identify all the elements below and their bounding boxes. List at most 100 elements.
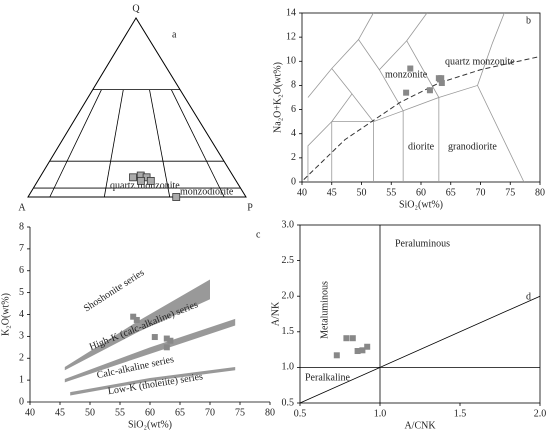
- data-point: [364, 343, 371, 350]
- field-boundary: [403, 96, 440, 182]
- field-boundary: [103, 89, 124, 198]
- y-axis-label: K₂O(wt%): [0, 293, 11, 336]
- field-label: Peraluminous: [395, 238, 450, 249]
- x-tick-label: 40: [25, 407, 35, 418]
- plot-frame: [301, 12, 541, 183]
- x-axis-label: SiO₂(wt%): [128, 419, 172, 430]
- data-point: [349, 335, 356, 342]
- series-band: [70, 367, 236, 396]
- vertex-label: Q: [132, 3, 140, 14]
- x-tick-label: 55: [115, 407, 125, 418]
- data-point: [438, 75, 445, 82]
- data-point: [172, 193, 181, 201]
- x-tick-label: 80: [265, 407, 275, 418]
- field-boundary: [299, 295, 541, 404]
- field-boundary: [438, 84, 525, 183]
- y-tick-label: 5: [19, 287, 24, 298]
- field-boundary: [307, 67, 353, 98]
- field-label: quartz monzonite: [110, 180, 180, 191]
- y-axis-label: A/NK: [270, 301, 281, 326]
- field-boundary: [331, 121, 374, 182]
- y-tick-label: 3.0: [282, 219, 295, 230]
- field-label: Shoshonite series: [82, 267, 147, 314]
- field-boundary: [149, 89, 171, 198]
- x-tick-label: 65: [446, 187, 456, 198]
- alkaline-boundary: [303, 55, 541, 180]
- field-label: monzonite: [385, 69, 428, 80]
- field-label: Metaluminous: [319, 281, 330, 339]
- x-tick-label: 45: [55, 407, 65, 418]
- field-label: quartz monzonite: [445, 56, 515, 67]
- y-tick-label: 2.0: [282, 290, 295, 301]
- plot-frame: [299, 224, 541, 404]
- x-tick-label: 2.0: [534, 408, 547, 419]
- field-label: High-K (calc-alkaline) series: [88, 299, 200, 353]
- data-point: [167, 337, 174, 344]
- x-tick-label: 70: [476, 187, 486, 198]
- y-tick-label: 2.5: [282, 255, 295, 266]
- field-label: monzodiorite: [180, 186, 234, 197]
- x-axis-label: SiO₂(wt%): [399, 199, 443, 210]
- field-label: granodiorite: [448, 141, 497, 152]
- x-axis-label: A/CNK: [404, 420, 436, 431]
- vertex-label: P: [247, 202, 253, 213]
- data-point: [359, 347, 366, 354]
- y-tick-label: 8: [291, 80, 296, 91]
- data-point: [438, 80, 445, 87]
- data-point: [130, 313, 137, 320]
- panel-label: c: [256, 229, 261, 240]
- y-tick-label: 0: [291, 176, 296, 187]
- y-tick-label: 6: [19, 265, 24, 276]
- y-tick-label: 1.0: [282, 362, 295, 373]
- data-point: [426, 87, 433, 94]
- field-boundary: [373, 110, 404, 182]
- y-tick-label: 7: [19, 243, 24, 254]
- field-label: diorite: [408, 141, 435, 152]
- data-point: [129, 173, 137, 182]
- y-tick-label: 14: [286, 7, 296, 18]
- field-boundary: [406, 12, 428, 41]
- data-point: [333, 352, 340, 359]
- x-tick-label: 45: [327, 187, 337, 198]
- data-point: [146, 176, 155, 185]
- series-band: [64, 279, 210, 371]
- x-tick-label: 40: [297, 187, 307, 198]
- x-tick-label: 60: [145, 407, 155, 418]
- y-axis-label: Na₂O+K₂O(wt%): [272, 62, 283, 133]
- data-point: [163, 335, 170, 342]
- data-point: [343, 335, 350, 342]
- x-tick-label: 0.5: [294, 408, 307, 419]
- field-label: Peralkaline: [305, 372, 351, 383]
- series-band: [64, 318, 236, 383]
- x-tick-label: 70: [205, 407, 215, 418]
- x-tick-label: 1.5: [454, 408, 467, 419]
- y-tick-label: 1: [19, 374, 24, 385]
- x-tick-label: 75: [235, 407, 245, 418]
- field-boundary: [49, 89, 102, 198]
- data-point: [151, 334, 158, 341]
- field-boundary: [477, 12, 505, 86]
- data-point: [354, 348, 361, 355]
- y-tick-label: 3: [19, 331, 24, 342]
- y-tick-label: 1.5: [282, 326, 295, 337]
- triangle: [27, 17, 247, 198]
- y-tick-label: 4: [19, 309, 24, 320]
- data-point: [407, 65, 414, 72]
- y-tick-label: 10: [286, 56, 296, 67]
- y-tick-label: 0: [19, 396, 24, 407]
- data-point: [133, 316, 140, 323]
- x-tick-label: 50: [357, 187, 367, 198]
- field-boundary: [358, 12, 374, 40]
- y-tick-label: 0.5: [282, 397, 295, 408]
- data-point: [403, 89, 410, 96]
- vertex-label: A: [18, 202, 26, 213]
- y-tick-label: 2: [19, 353, 24, 364]
- x-tick-label: 65: [175, 407, 185, 418]
- field-boundary: [170, 89, 225, 198]
- data-point: [136, 176, 145, 185]
- field-boundary: [331, 38, 404, 111]
- field-boundary: [379, 40, 440, 98]
- y-tick-label: 2: [291, 152, 296, 163]
- y-tick-label: 6: [291, 104, 296, 115]
